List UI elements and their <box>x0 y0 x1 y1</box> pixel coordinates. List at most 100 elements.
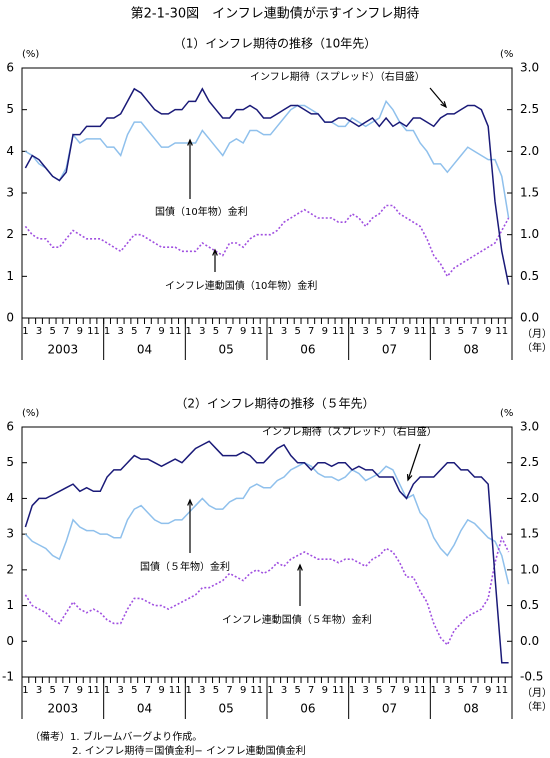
x-unit: （年） <box>522 700 550 713</box>
series-line <box>25 99 510 219</box>
x-tick-label: 1 <box>431 685 437 696</box>
x-tick-label: 3 <box>281 685 287 696</box>
x-tick-label: 5 <box>213 326 219 337</box>
y2-tick-label: 2.5 <box>520 455 539 469</box>
y2-tick-label: 2.0 <box>520 491 539 505</box>
year-label: 06 <box>300 343 315 357</box>
x-tick-label: 11 <box>332 685 345 696</box>
x-tick-label: 11 <box>414 326 427 337</box>
x-tick-label: 5 <box>131 326 137 337</box>
x-tick-label: 9 <box>240 326 246 337</box>
x-tick-label: 7 <box>390 326 396 337</box>
x-tick-label: 1 <box>431 326 437 337</box>
year-label: 04 <box>137 343 152 357</box>
x-tick-label: 1 <box>267 326 273 337</box>
y2-tick-label: 1.5 <box>520 186 539 200</box>
x-tick-label: 9 <box>77 326 83 337</box>
x-tick-label: 1 <box>104 685 110 696</box>
y-unit: (%) <box>22 408 39 419</box>
y-tick-label: 4 <box>6 144 14 158</box>
chart-title: （2）インフレ期待の推移（５年先） <box>175 397 374 411</box>
x-tick-label: 7 <box>63 685 69 696</box>
series-line <box>24 204 510 278</box>
x-tick-label: 9 <box>403 685 409 696</box>
x-tick-label: 3 <box>444 326 450 337</box>
series-line <box>24 535 510 647</box>
x-tick-label: 5 <box>49 685 55 696</box>
x-tick-label: 9 <box>322 685 328 696</box>
x-tick-label: 3 <box>281 326 287 337</box>
series-label: インフレ期待（スプレッド）（右目盛） <box>250 70 425 83</box>
x-tick-label: 9 <box>77 685 83 696</box>
year-label: 05 <box>219 702 234 716</box>
y2-unit: (% <box>500 49 513 60</box>
year-label: 04 <box>137 702 152 716</box>
x-tick-label: 1 <box>104 326 110 337</box>
x-tick-label: 5 <box>294 685 300 696</box>
x-tick-label: 3 <box>36 326 42 337</box>
x-tick-label: 7 <box>471 326 477 337</box>
year-label: 07 <box>382 702 397 716</box>
year-label: 07 <box>382 343 397 357</box>
x-tick-label: 9 <box>403 326 409 337</box>
series-line <box>24 461 510 585</box>
y-tick-label: 1 <box>6 269 14 283</box>
x-tick-label: 11 <box>87 326 100 337</box>
y-tick-label: 5 <box>6 102 14 116</box>
y2-tick-label: 3.0 <box>520 420 539 434</box>
x-tick-label: 7 <box>308 685 314 696</box>
x-tick-label: 9 <box>240 685 246 696</box>
x-tick-label: 5 <box>458 685 464 696</box>
y-tick-label: 0 <box>6 634 14 648</box>
x-tick-label: 3 <box>199 326 205 337</box>
y2-tick-label: 3.0 <box>520 61 539 75</box>
x-tick-label: 7 <box>145 685 151 696</box>
y-tick-label: 3 <box>6 527 14 541</box>
y-tick-label: 3 <box>6 186 14 200</box>
x-tick-label: 1 <box>349 685 355 696</box>
x-tick-label: 3 <box>362 326 368 337</box>
x-tick-label: 1 <box>349 326 355 337</box>
x-unit: （年） <box>522 341 550 354</box>
x-tick-label: 1 <box>22 685 28 696</box>
x-tick-label: 7 <box>226 685 232 696</box>
x-tick-label: 7 <box>471 685 477 696</box>
y2-tick-label: 0.5 <box>520 598 539 612</box>
x-tick-label: 5 <box>213 685 219 696</box>
x-tick-label: 7 <box>390 685 396 696</box>
series-line <box>24 87 510 285</box>
y-tick-label: 4 <box>6 491 14 505</box>
note: （備考）1. ブルームバーグより作成。 <box>30 730 202 743</box>
annotation-arrow <box>429 87 447 108</box>
y2-tick-label: 2.0 <box>520 144 539 158</box>
year-label: 05 <box>219 343 234 357</box>
series-label: インフレ期待（スプレッド）（右目盛） <box>262 425 437 438</box>
year-label: 08 <box>464 702 479 716</box>
x-tick-label: 3 <box>117 326 123 337</box>
y2-tick-label: 0.0 <box>520 634 539 648</box>
x-unit: （月） <box>522 328 550 340</box>
y-tick-label: -1 <box>2 670 14 684</box>
y2-tick-label: 1.5 <box>520 527 539 541</box>
arrow-head <box>187 138 193 146</box>
x-tick-label: 11 <box>169 326 182 337</box>
x-tick-label: 11 <box>414 685 427 696</box>
y2-unit: (% <box>500 408 513 419</box>
x-tick-label: 7 <box>63 326 69 337</box>
x-tick-label: 5 <box>131 685 137 696</box>
chart-title: （1）インフレ期待の推移（10年先） <box>174 37 377 51</box>
x-tick-label: 9 <box>322 326 328 337</box>
x-tick-label: 11 <box>250 326 263 337</box>
x-tick-label: 3 <box>444 685 450 696</box>
year-label: 2003 <box>48 702 79 716</box>
arrow-head <box>406 473 413 482</box>
y2-tick-label: -0.5 <box>520 670 543 684</box>
y-tick-label: 2 <box>6 562 14 576</box>
x-tick-label: 5 <box>376 326 382 337</box>
y-unit: (%) <box>22 49 39 60</box>
arrow-head <box>440 101 447 109</box>
x-tick-label: 1 <box>186 685 192 696</box>
x-tick-label: 7 <box>226 326 232 337</box>
annotation-arrow <box>407 443 421 481</box>
